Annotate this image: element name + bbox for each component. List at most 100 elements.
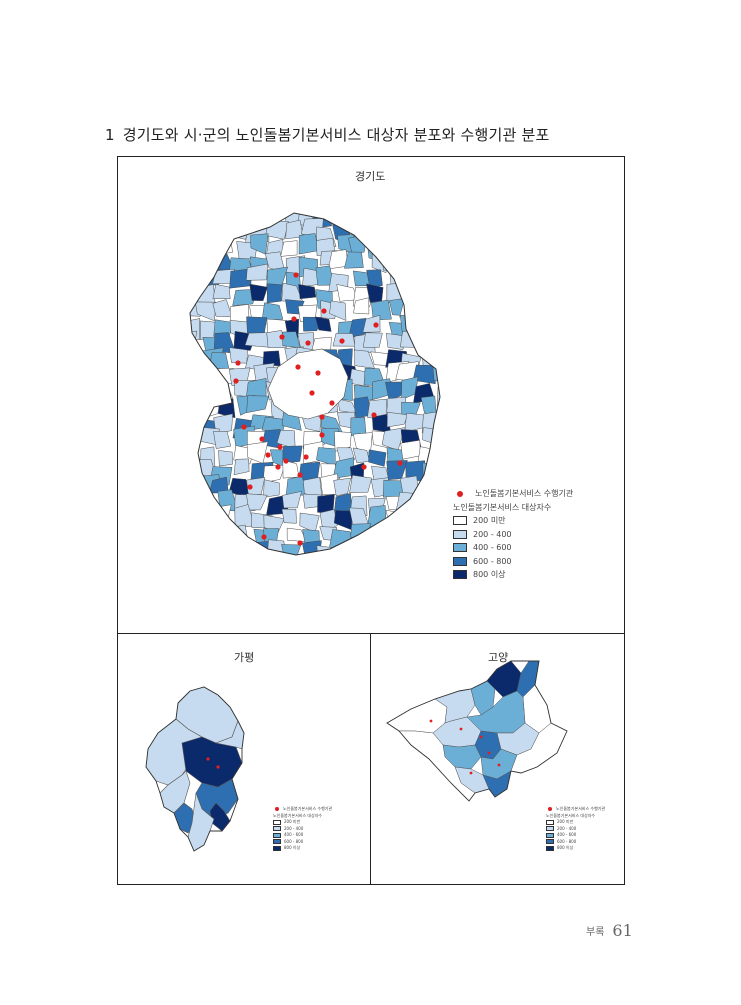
municipal-region — [400, 331, 419, 348]
agency-marker — [321, 308, 327, 314]
goyang-map-legend: 노인돌봄기본서비스 수행기관 노인돌봄기본서비스 대상자수 200 미만 200… — [546, 806, 605, 852]
legend-swatch — [453, 516, 467, 526]
municipal-region — [265, 213, 281, 224]
municipal-region — [416, 337, 438, 354]
municipal-region — [282, 445, 303, 464]
municipal-region — [421, 525, 436, 546]
municipal-region — [299, 561, 318, 579]
municipal-region — [190, 345, 199, 369]
municipal-region — [400, 224, 421, 243]
agency-marker — [206, 757, 210, 761]
legend-class-2: 400 - 600 — [546, 832, 605, 839]
municipal-region — [385, 381, 407, 401]
municipal-region — [344, 251, 364, 269]
municipal-region — [403, 254, 423, 273]
agency-marker — [487, 751, 491, 755]
agency-markers-gapyeong — [206, 757, 220, 769]
agency-marker — [233, 378, 239, 384]
legend-class-4: 800 이상 — [273, 845, 332, 852]
municipal-region — [335, 557, 352, 577]
municipal-region — [435, 465, 440, 484]
legend-class-4: 800 이상 — [453, 568, 573, 582]
municipal-region — [435, 216, 440, 240]
municipal-region — [388, 297, 411, 317]
municipal-region — [298, 284, 317, 300]
agency-marker — [479, 735, 483, 739]
goyang-map — [386, 660, 568, 802]
agency-marker — [329, 400, 335, 406]
legend-swatch — [273, 819, 281, 825]
legend-swatch — [273, 826, 281, 832]
agency-marker — [259, 436, 265, 442]
municipal-region — [234, 539, 254, 555]
municipal-region — [209, 504, 232, 524]
agency-marker — [275, 464, 281, 470]
municipal-region — [421, 509, 440, 532]
agency-marker — [235, 360, 241, 366]
legend-swatch — [546, 832, 554, 838]
agency-marker — [265, 452, 271, 458]
legend-swatch — [273, 839, 281, 845]
municipal-region — [417, 288, 432, 307]
legend-swatch — [273, 845, 281, 851]
municipal-region — [190, 272, 203, 287]
municipal-region — [382, 526, 405, 544]
legend-fill-title: 노인돌봄기본서비스 대상자수 — [273, 812, 323, 818]
municipal-region — [263, 556, 284, 572]
panel-divider-horizontal — [118, 633, 624, 634]
municipal-region — [437, 513, 440, 531]
municipal-region — [263, 479, 280, 498]
municipal-region — [441, 403, 461, 421]
agency-marker — [305, 340, 311, 346]
agency-marker — [295, 364, 301, 370]
municipal-region — [333, 477, 352, 497]
legend-swatch — [453, 529, 467, 539]
agency-marker — [216, 765, 220, 769]
municipal-region — [368, 556, 384, 572]
municipal-region — [418, 544, 438, 555]
gapyeong-map-title: 가평 — [234, 651, 255, 664]
municipal-region — [396, 539, 419, 555]
municipal-region — [233, 458, 250, 476]
municipal-region — [280, 240, 298, 257]
legend-class-3: 600 - 800 — [546, 839, 605, 846]
municipal-region — [432, 315, 440, 337]
municipal-region — [386, 411, 409, 428]
goyang-map-title: 고양 — [488, 651, 509, 664]
footer-section: 부록 — [586, 927, 605, 938]
main-map-legend: 노인돌봄기본서비스 수행기관 노인돌봄기본서비스 대상자수 200 미만 200… — [453, 487, 573, 582]
agency-marker — [315, 370, 321, 376]
agency-marker-icon — [548, 807, 552, 812]
legend-swatch — [273, 832, 281, 838]
municipal-region — [404, 510, 425, 530]
municipal-region — [382, 224, 404, 241]
municipal-region — [367, 539, 388, 555]
municipal-region — [216, 221, 236, 240]
municipal-region — [198, 383, 221, 407]
legend-class-2: 400 - 600 — [453, 541, 573, 555]
municipal-region — [190, 362, 200, 379]
legend-class-0: 200 미만 — [546, 819, 605, 826]
legend-marker-row: 노인돌봄기본서비스 수행기관 — [453, 487, 573, 501]
legend-swatch — [453, 570, 467, 580]
municipal-region — [195, 238, 215, 260]
municipal-region — [282, 491, 302, 509]
municipal-region — [316, 562, 335, 580]
agency-marker — [469, 771, 473, 775]
municipal-region — [367, 220, 386, 240]
municipal-region — [350, 417, 367, 437]
legend-swatch — [453, 556, 467, 566]
municipal-region — [367, 528, 388, 543]
gyeonggi-outline — [189, 212, 441, 556]
municipal-region — [439, 288, 440, 308]
municipal-region — [190, 409, 204, 429]
municipal-region — [199, 368, 221, 386]
agency-marker — [373, 322, 379, 328]
agency-marker — [319, 414, 325, 420]
municipal-region — [266, 283, 283, 304]
agency-marker — [497, 763, 501, 767]
municipal-region — [190, 398, 197, 418]
municipal-region — [190, 381, 200, 402]
municipal-region — [435, 213, 440, 225]
legend-class-2: 400 - 600 — [273, 832, 332, 839]
